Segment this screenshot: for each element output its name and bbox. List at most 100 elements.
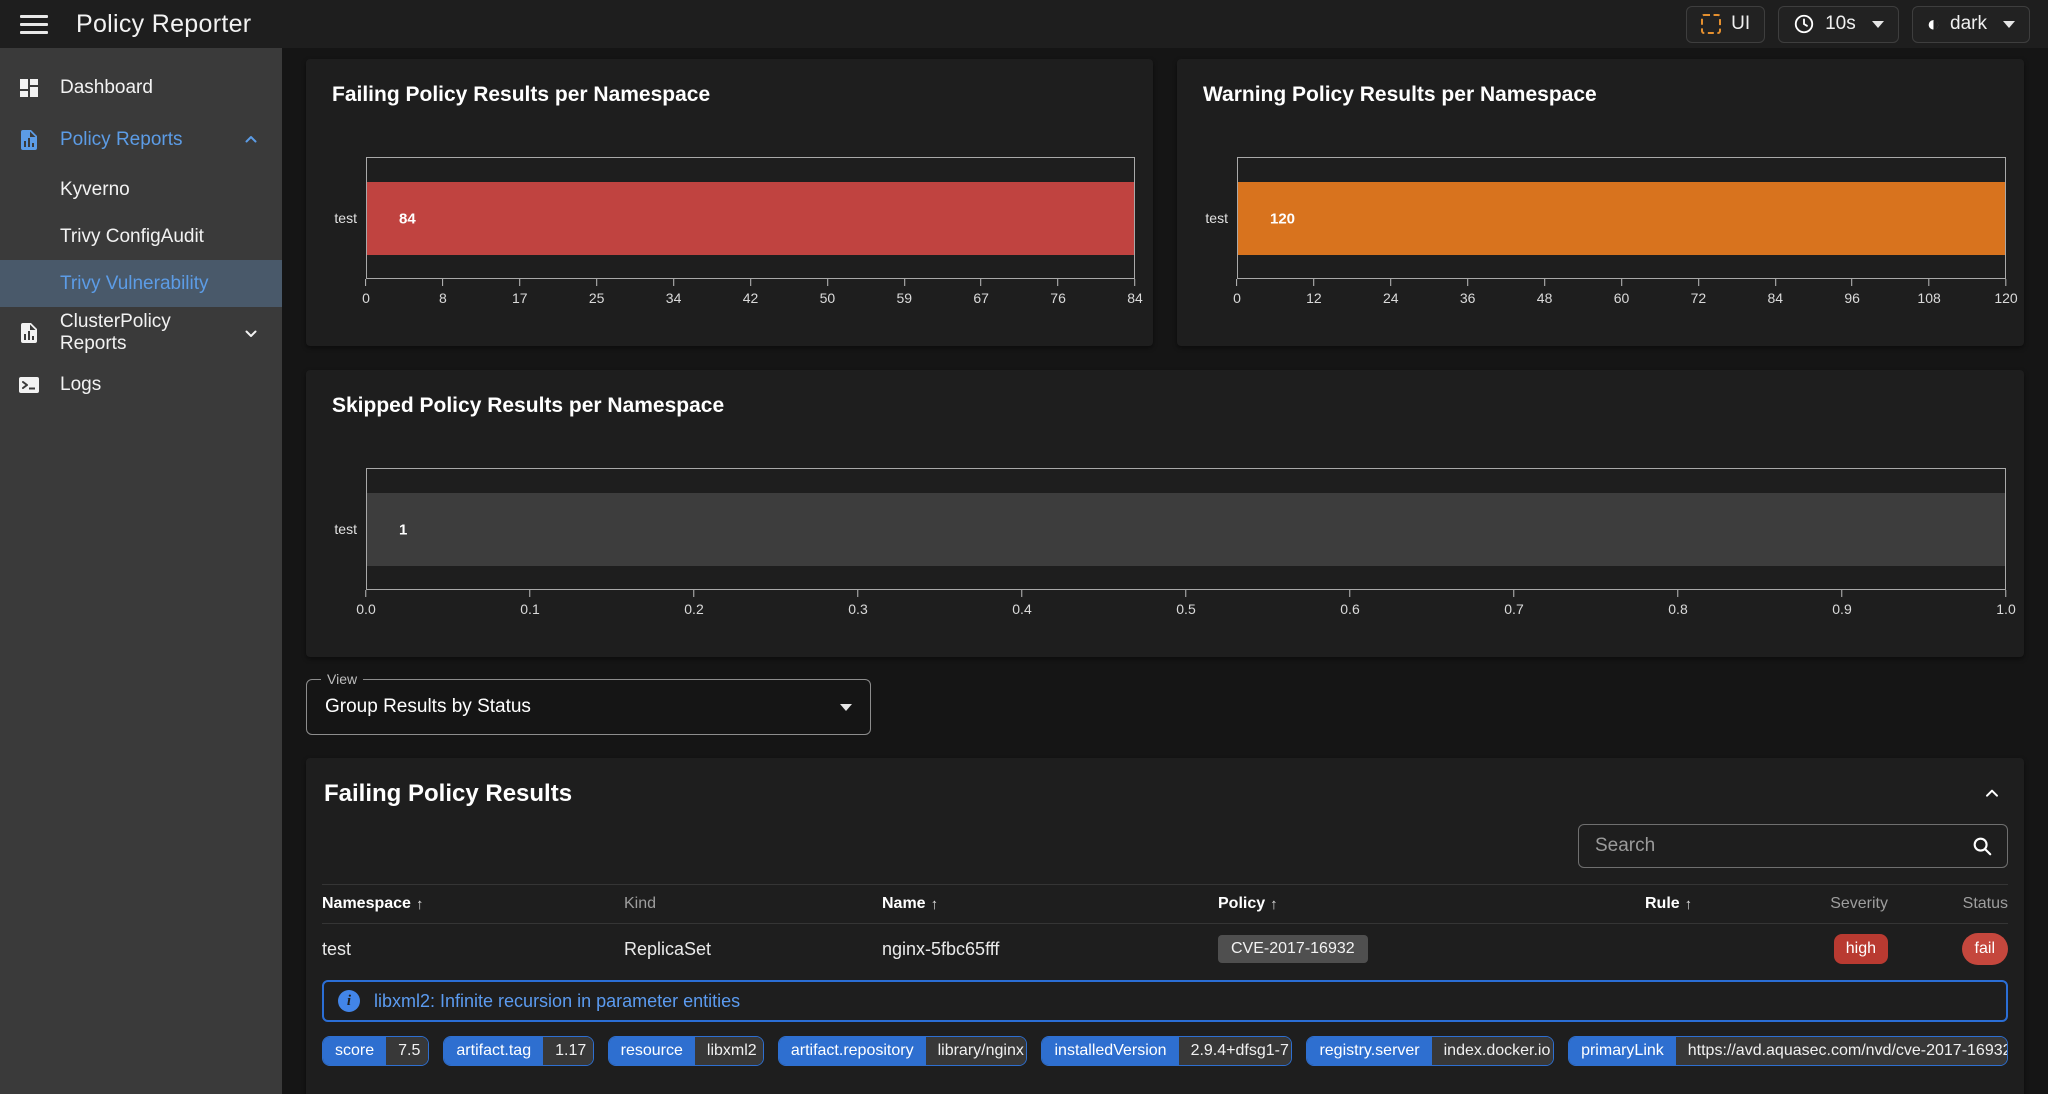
sort-asc-icon: ↑ [930, 895, 939, 913]
warning-per-namespace-card: Warning Policy Results per Namespace tes… [1177, 59, 2024, 346]
column-header-namespace[interactable]: Namespace ↑ [322, 895, 424, 913]
x-tick: 0.7 [1504, 590, 1524, 617]
x-tick: 60 [1614, 279, 1629, 306]
bar-value-label: 120 [1270, 210, 1296, 228]
app-title: Policy Reporter [76, 9, 252, 38]
cell-namespace: test [322, 938, 352, 959]
x-tick: 67 [973, 279, 989, 306]
x-tick: 48 [1537, 279, 1552, 306]
sidebar: Dashboard Policy Reports Kyverno Trivy C… [0, 48, 282, 1094]
column-header-policy[interactable]: Policy ↑ [1218, 895, 1278, 913]
result-message-link[interactable]: libxml2: Infinite recursion in parameter… [374, 990, 741, 1011]
x-tick: 0 [362, 279, 370, 306]
cell-kind: ReplicaSet [624, 938, 712, 959]
column-header-rule[interactable]: Rule ↑ [1645, 895, 1693, 913]
chart-title: Failing Policy Results per Namespace [332, 83, 711, 106]
x-tick: 25 [589, 279, 604, 306]
search-icon [1971, 835, 1993, 857]
view-select-value: Group Results by Status [325, 696, 531, 717]
sidebar-item-dashboard[interactable]: Dashboard [0, 62, 282, 114]
bar: 120 [1238, 182, 2005, 256]
sidebar-item-trivy-configaudit[interactable]: Trivy ConfigAudit [60, 225, 204, 247]
x-tick: 0.3 [848, 590, 868, 617]
ui-version-button[interactable]: UI [1686, 5, 1766, 43]
property-chip-artifact-tag: artifact.tag 1.17 [443, 1036, 594, 1066]
dashboard-icon [16, 76, 42, 100]
clock-icon [1793, 13, 1815, 35]
bar: 84 [367, 182, 1134, 256]
x-tick: 59 [897, 279, 912, 306]
property-chip-primary-link[interactable]: primaryLink https://avd.aquasec.com/nvd/… [1568, 1036, 2008, 1066]
x-tick: 50 [820, 279, 835, 306]
x-tick: 0.2 [684, 590, 704, 617]
column-header-name[interactable]: Name ↑ [882, 895, 939, 913]
sidebar-item-policy-reports[interactable]: Policy Reports [0, 114, 282, 166]
bar: 1 [367, 493, 2005, 567]
x-tick: 17 [512, 279, 528, 306]
cell-name: nginx-5fbc65fff [882, 938, 1000, 959]
file-chart-icon [16, 321, 42, 345]
x-tick: 84 [1768, 279, 1783, 306]
x-tick: 0.6 [1340, 590, 1360, 617]
cell-status: fail [1888, 933, 2008, 965]
skipped-per-namespace-card: Skipped Policy Results per Namespace tes… [306, 370, 2024, 657]
chart-title: Skipped Policy Results per Namespace [332, 394, 725, 417]
bar-value-label: 84 [399, 210, 416, 228]
info-icon: i [338, 990, 360, 1012]
property-chip-installed-version: installedVersion 2.9.4+dfsg1-7 [1041, 1036, 1293, 1066]
search-input[interactable]: Search [1578, 824, 2008, 868]
file-chart-icon [16, 128, 42, 152]
sort-asc-icon: ↑ [1684, 895, 1693, 913]
interval-value: 10s [1825, 13, 1856, 34]
bar-value-label: 1 [399, 521, 408, 539]
x-tick: 0.0 [356, 590, 376, 617]
x-tick: 0 [1233, 279, 1241, 306]
x-tick: 120 [1994, 279, 2018, 306]
menu-icon[interactable] [20, 10, 48, 39]
sort-asc-icon: ↑ [1270, 895, 1278, 913]
policy-chip: CVE-2017-16932 [1218, 935, 1368, 963]
theme-value: dark [1950, 13, 1987, 34]
category-label: test [334, 210, 357, 226]
theme-select[interactable]: ◐ dark [1911, 5, 2030, 43]
chevron-down-icon [242, 324, 260, 342]
property-chip-registry-server: registry.server index.docker.io [1306, 1036, 1555, 1066]
x-tick: 76 [1050, 279, 1066, 306]
severity-badge: high [1833, 934, 1888, 964]
failing-per-namespace-card: Failing Policy Results per Namespace tes… [306, 59, 1153, 346]
sidebar-item-trivy-vulnerability[interactable]: Trivy Vulnerability [0, 260, 282, 307]
x-tick: 0.8 [1668, 590, 1688, 617]
sort-asc-icon: ↑ [415, 895, 424, 913]
plot-area: 84 [366, 157, 1135, 279]
x-axis: 0 12 24 36 48 60 72 84 96 108 120 [1233, 279, 2018, 315]
failing-results-card: Failing Policy Results Search Namespace ↑… [306, 758, 2024, 1094]
skipped-bar-chart: test 1 0.0 0.1 0.2 0.3 0.4 0.5 0.6 0.7 0.8 0.9 1.0 [324, 468, 2016, 626]
x-tick: 0.4 [1012, 590, 1032, 617]
x-tick: 0.5 [1176, 590, 1196, 617]
sidebar-item-clusterpolicy-reports[interactable]: ClusterPolicy Reports [0, 307, 282, 359]
sidebar-item-kyverno[interactable]: Kyverno [60, 178, 130, 200]
x-tick: 1.0 [1996, 590, 2016, 617]
column-header-kind: Kind [624, 895, 657, 912]
app-bar: Policy Reporter UI 10s ◐ dark [0, 0, 2048, 48]
category-label: test [334, 521, 357, 537]
view-select[interactable]: View Group Results by Status [306, 671, 871, 735]
result-detail-box: i libxml2: Infinite recursion in paramet… [322, 980, 2008, 1022]
theme-icon: ◐ [1926, 11, 1941, 36]
section-title: Failing Policy Results [324, 780, 573, 807]
refresh-interval-select[interactable]: 10s [1778, 5, 1899, 43]
x-tick: 42 [743, 279, 758, 306]
sidebar-item-logs[interactable]: Logs [0, 359, 282, 411]
ui-selection-icon [1701, 14, 1722, 34]
x-tick: 8 [439, 279, 447, 306]
results-table: Namespace ↑ Kind Name ↑ Policy ↑ Rule ↑ Seve… [306, 884, 2024, 974]
column-header-severity: Severity [1830, 895, 1888, 912]
table-row[interactable]: test ReplicaSet nginx-5fbc65fff CVE-2017… [322, 924, 2008, 974]
x-tick: 34 [666, 279, 681, 306]
x-tick: 24 [1383, 279, 1399, 306]
collapse-icon[interactable] [1982, 784, 2002, 804]
chevron-down-icon [2003, 20, 2015, 28]
x-tick: 84 [1127, 279, 1143, 306]
chart-title: Warning Policy Results per Namespace [1203, 83, 1597, 106]
table-header-row: Namespace ↑ Kind Name ↑ Policy ↑ Rule ↑ Seve… [322, 884, 2008, 924]
